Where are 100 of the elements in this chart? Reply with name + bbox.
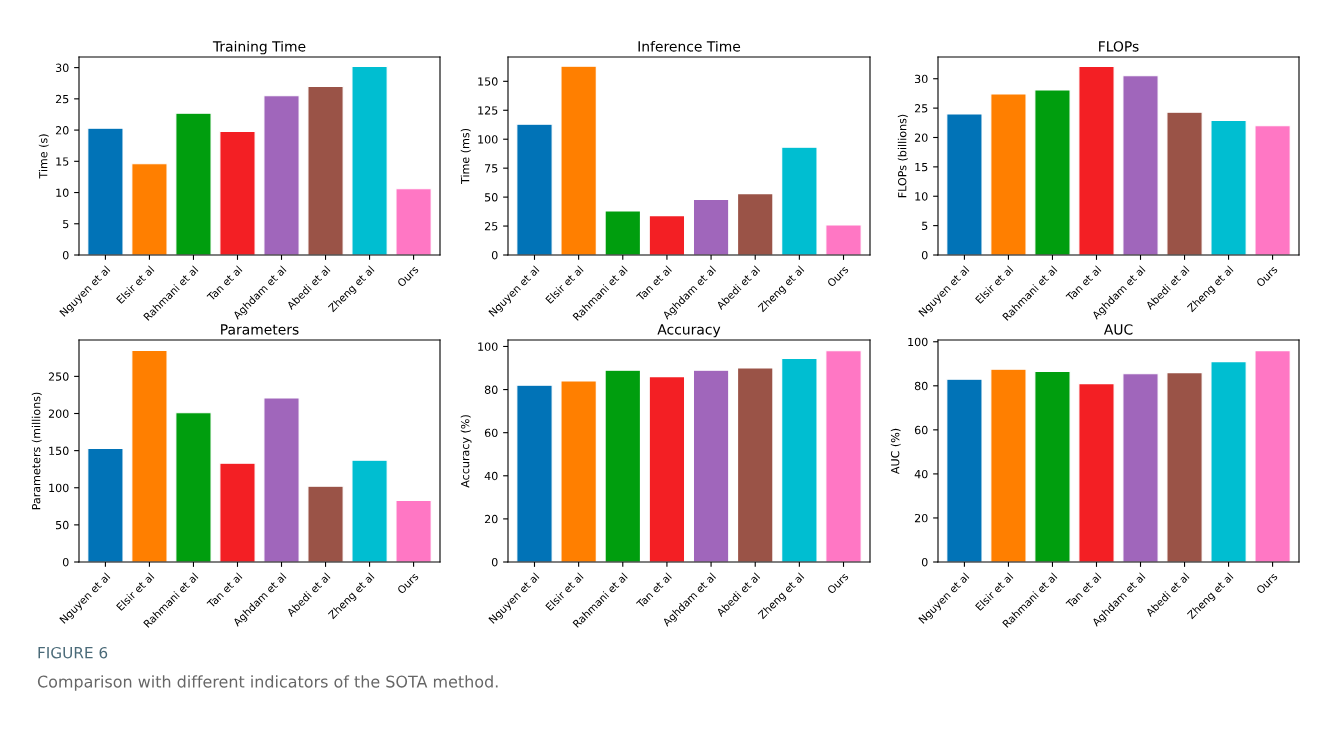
bar: [395, 188, 432, 255]
y-axis-title: Time (s): [38, 134, 49, 179]
y-tick-label: 5: [922, 221, 928, 230]
bar: [1254, 125, 1291, 255]
y-tick-label: 15: [56, 157, 69, 166]
y-tick-label: 50: [485, 193, 498, 202]
bar: [946, 378, 983, 562]
y-tick-label: 0: [491, 250, 498, 260]
caption: FIGURE 6: [38, 646, 108, 659]
bar: [1166, 372, 1203, 562]
y-tick-label: 20: [55, 126, 69, 135]
bar: [1122, 75, 1159, 255]
bar: [1210, 361, 1247, 562]
y-tick-label: 15: [915, 162, 928, 172]
bar: [263, 95, 300, 255]
bar: [351, 65, 388, 255]
bar: [1210, 119, 1247, 255]
y-tick-label: 0: [921, 250, 928, 260]
bar: [516, 384, 553, 562]
y-tick-label: 200: [48, 409, 69, 418]
text: Comparison with different indicators of the SOTA method.: [37, 675, 498, 691]
bar: [560, 65, 597, 255]
y-tick-label: 30: [914, 74, 928, 84]
y-tick-label: 30: [55, 63, 69, 72]
bar: [946, 113, 983, 255]
bar: [781, 146, 818, 255]
y-tick-label: 60: [914, 425, 928, 435]
y-tick-label: 10: [915, 192, 928, 201]
y-tick-label: 40: [914, 469, 928, 479]
x-tick-label: Tan et al: [1065, 265, 1102, 302]
bar: [1078, 383, 1115, 562]
y-tick-label: 0: [491, 557, 498, 567]
y-tick-label: 50: [56, 520, 69, 530]
bar: [131, 163, 168, 255]
bar: [87, 127, 124, 255]
y-tick-label: 100: [478, 342, 498, 351]
y-tick-label: 100: [49, 483, 69, 493]
y-tick-label: 10: [56, 188, 69, 197]
y-tick-label: 20: [914, 513, 928, 523]
bar: [560, 380, 597, 562]
bar: [175, 412, 212, 562]
y-tick-label: 60: [484, 428, 498, 438]
bar: [604, 210, 641, 255]
bar: [648, 376, 686, 562]
x-tick-label: Tan et al: [206, 265, 243, 302]
bar: [263, 397, 300, 562]
bar: [1254, 350, 1291, 562]
y-tick-label: 40: [484, 471, 498, 481]
chart-title: FLOPs: [1099, 41, 1139, 52]
bar: [87, 447, 124, 562]
bar: [1078, 65, 1115, 255]
bar: [219, 130, 256, 255]
chart-title: Accuracy: [657, 324, 721, 338]
bar: [604, 369, 641, 562]
bar: [219, 462, 256, 562]
bar: [516, 123, 553, 255]
bar: [692, 198, 730, 255]
y-tick-label: 125: [478, 106, 498, 115]
chart-title: Parameters: [221, 324, 299, 335]
bar: [990, 93, 1027, 255]
bar: [1034, 370, 1071, 562]
y-tick-label: 75: [485, 164, 498, 173]
bar: [1122, 373, 1159, 562]
y-tick-label: 100: [478, 135, 498, 144]
bar: [737, 367, 774, 562]
bar: [781, 357, 818, 562]
y-tick-label: 25: [55, 94, 69, 104]
bar: [825, 350, 862, 562]
y-axis-title: Time (ms): [460, 128, 471, 185]
chart-title: Training Time: [212, 40, 306, 55]
bar: [175, 112, 212, 255]
x-tick-label: Tan et al: [635, 265, 672, 302]
y-axis-title: AUC (%): [890, 428, 901, 475]
y-tick-label: 20: [914, 133, 928, 142]
y-axis-title: FLOPs (billions): [897, 114, 908, 198]
y-tick-label: 0: [62, 250, 69, 260]
bar: [825, 224, 862, 255]
bar: [131, 349, 168, 562]
chart-title: AUC: [1103, 324, 1133, 335]
y-tick-label: 0: [921, 557, 928, 567]
bar: [1034, 89, 1071, 255]
y-tick-label: 5: [63, 219, 69, 229]
y-axis-title: Parameters (millions): [31, 392, 42, 510]
bar: [1166, 111, 1203, 255]
x-tick-label: Tan et al: [1065, 572, 1102, 609]
y-tick-label: 250: [48, 372, 69, 381]
x-tick-label: Tan et al: [206, 572, 243, 609]
y-tick-label: 80: [914, 381, 928, 391]
bar: [737, 193, 774, 255]
y-tick-label: 80: [484, 385, 498, 394]
y-tick-label: 150: [478, 77, 498, 86]
y-tick-label: 0: [62, 557, 69, 567]
y-axis-title: Accuracy (%): [460, 415, 472, 488]
bar: [351, 459, 388, 562]
chart-title: Inference Time: [638, 40, 741, 52]
bar: [307, 485, 344, 562]
bar: [395, 499, 432, 562]
y-tick-label: 100: [908, 337, 928, 347]
bar: [692, 369, 730, 562]
bar: [990, 368, 1027, 562]
